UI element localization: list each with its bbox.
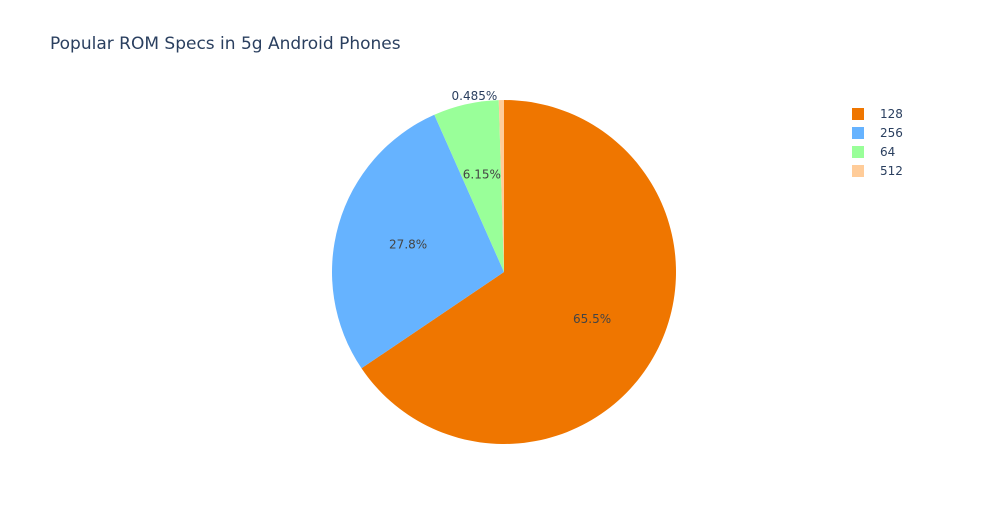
legend-label-256: 256 [880, 126, 903, 140]
legend-swatch-512 [852, 165, 864, 177]
legend-swatch-128 [852, 108, 864, 120]
legend-label-512: 512 [880, 164, 903, 178]
pie-slice-label-64: 6.15% [463, 168, 501, 182]
legend-swatch-64 [852, 146, 864, 158]
legend-swatch-256 [852, 127, 864, 139]
legend-label-64: 64 [880, 145, 896, 159]
pie-slice-label-128: 65.5% [573, 312, 611, 326]
pie-slice-256[interactable] [332, 114, 504, 369]
legend-label-128: 128 [880, 107, 903, 121]
pie-slice-label-512: 0.485% [452, 89, 498, 103]
pie-slice-512[interactable] [498, 100, 504, 272]
pie-slice-64[interactable] [434, 100, 504, 273]
chart-title: Popular ROM Specs in 5g Android Phones [50, 34, 401, 54]
pie-slice-128[interactable] [361, 100, 676, 444]
pie-slice-label-256: 27.8% [389, 237, 427, 251]
